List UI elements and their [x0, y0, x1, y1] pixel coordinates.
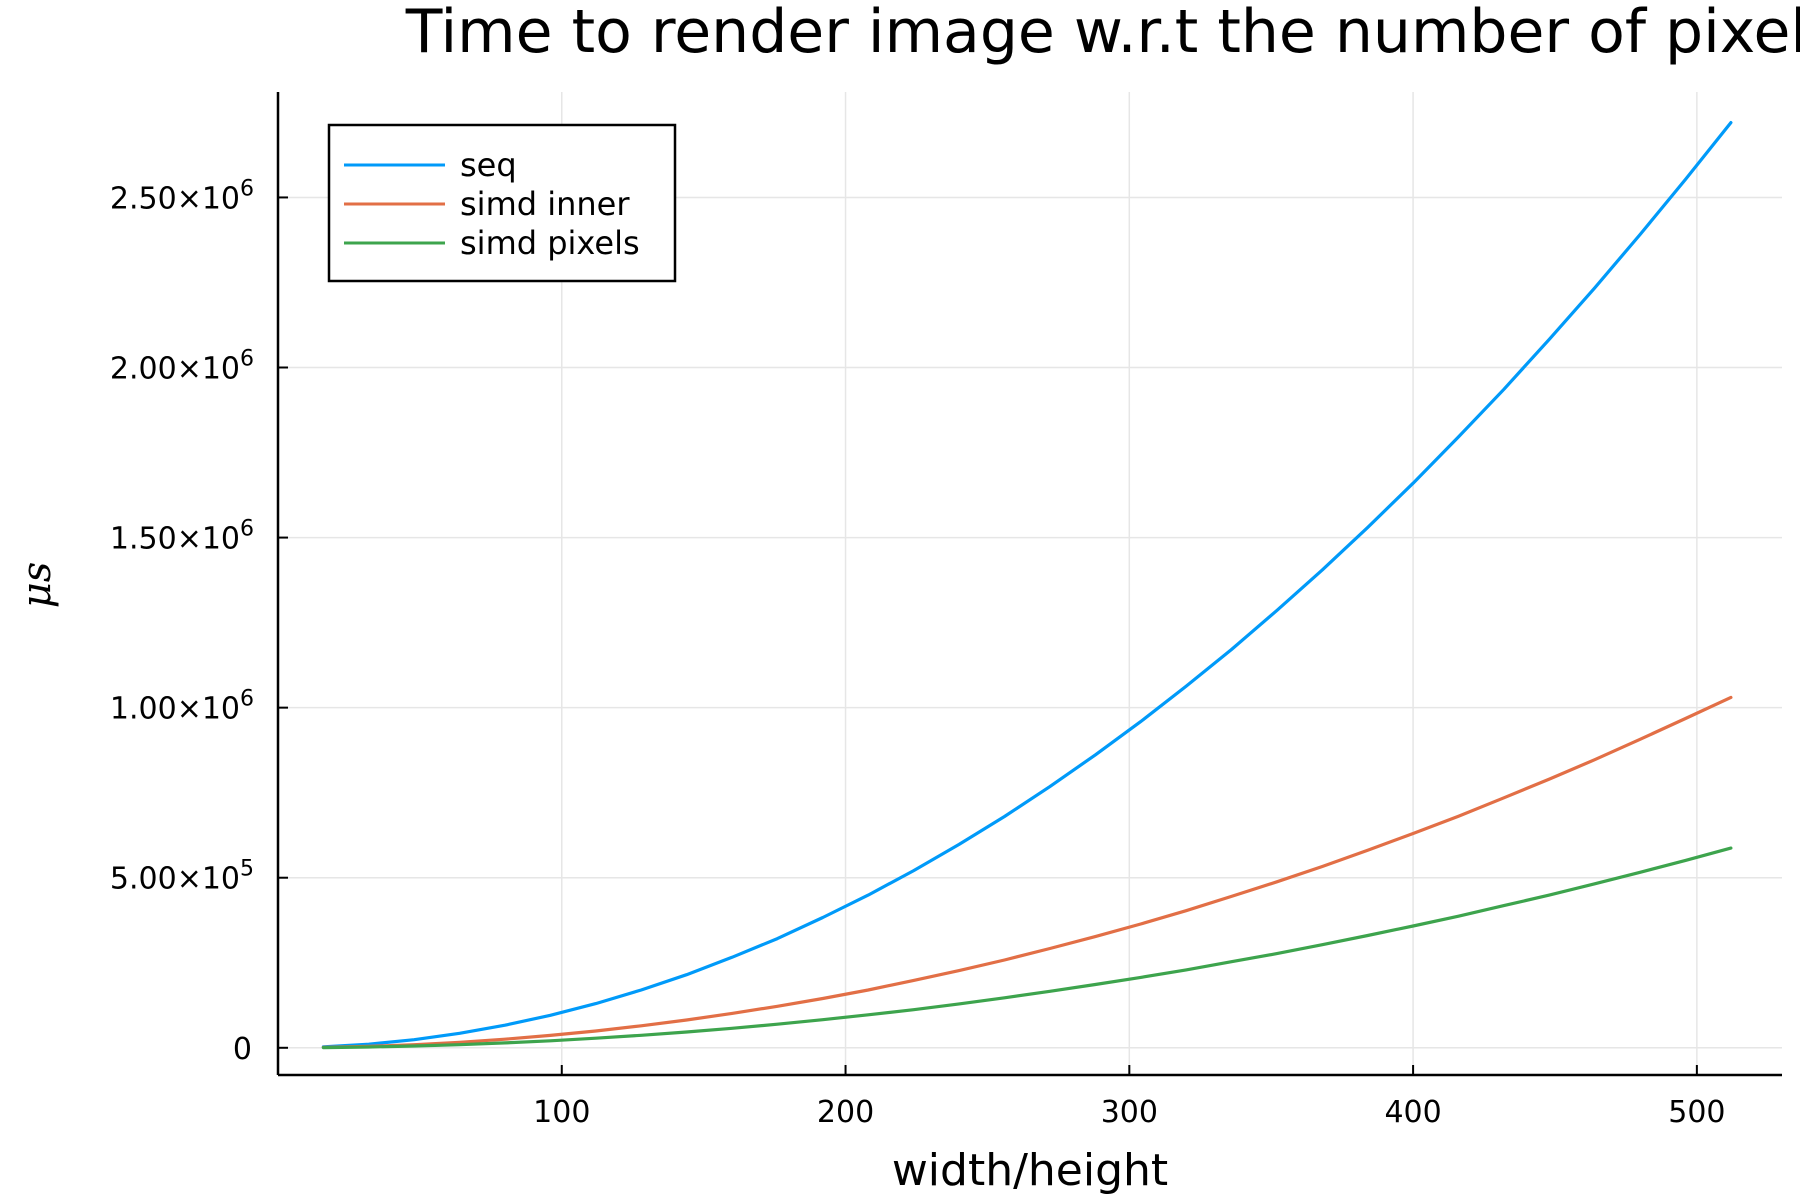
y-tick-exponent: 5	[240, 857, 254, 882]
legend-label-seq: seq	[460, 146, 517, 184]
y-tick-label: 1.00×10	[110, 692, 240, 727]
y-axis-label: μs	[14, 562, 60, 609]
y-tick-label: 5.00×10	[110, 862, 240, 897]
y-tick-label: 2.00×10	[110, 352, 240, 387]
legend-label-simd-pixels: simd pixels	[460, 224, 640, 262]
x-tick-label: 400	[1384, 1095, 1441, 1130]
x-axis-ticks: 100 200 300 400 500	[533, 1065, 1726, 1130]
legend-entry-simd-inner: simd inner	[344, 185, 630, 223]
series-line-simd-inner	[321, 695, 1733, 1050]
legend-entry-simd-pixels: simd pixels	[344, 224, 640, 262]
series-layer	[321, 120, 1733, 1050]
x-tick-label: 100	[533, 1095, 590, 1130]
legend-entry-seq: seq	[344, 146, 517, 184]
legend-box	[327, 123, 677, 283]
x-tick-label: 200	[817, 1095, 874, 1130]
y-axis-ticks: 05.00×10 51.00×10 61.50×10 62.00×10 62.50×10…	[110, 176, 288, 1067]
legend: seq simd inner simd pixels	[327, 123, 677, 283]
x-axis-label: width/height	[892, 1145, 1168, 1196]
axes	[276, 92, 1782, 1077]
series-line-seq	[321, 120, 1733, 1049]
y-tick-exponent: 6	[240, 687, 254, 712]
y-tick-label: 0	[233, 1032, 252, 1067]
x-tick-label: 500	[1668, 1095, 1725, 1130]
legend-label-simd-inner: simd inner	[460, 185, 630, 223]
y-tick-exponent: 6	[240, 517, 254, 542]
y-tick-exponent: 6	[240, 176, 254, 201]
x-tick-label: 300	[1101, 1095, 1158, 1130]
y-tick-label: 1.50×10	[110, 522, 240, 557]
chart-title: Time to render image w.r.t the number of…	[405, 0, 1800, 67]
y-tick-exponent: 6	[240, 347, 254, 372]
series-line-simd-pixels	[321, 846, 1733, 1050]
y-tick-label: 2.50×10	[110, 181, 240, 216]
